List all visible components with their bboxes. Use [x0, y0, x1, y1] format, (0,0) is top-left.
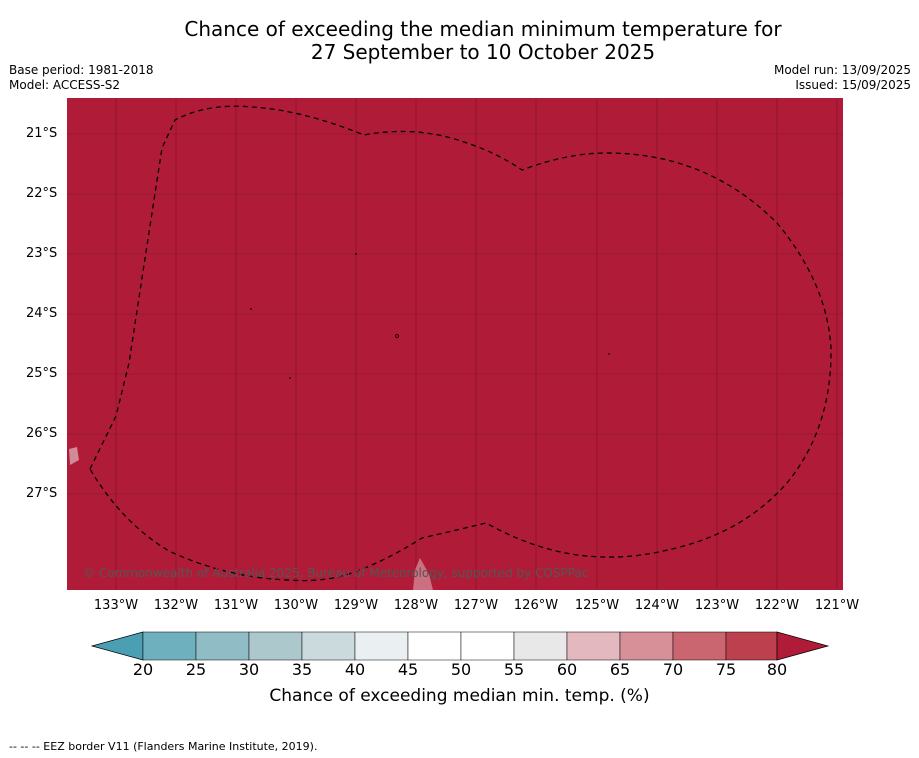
lon-label: 125°W: [574, 598, 620, 613]
colorbar-segment: [142, 631, 197, 661]
colorbar-tick: 50: [450, 660, 472, 679]
lat-label: 25°S: [26, 366, 58, 381]
colorbar-label: Chance of exceeding median min. temp. (%…: [269, 686, 650, 706]
model-run: Model run: 13/09/2025: [773, 63, 911, 77]
colorbar-tick: 70: [662, 660, 684, 679]
colorbar-segment: [248, 631, 303, 661]
lon-label: 128°W: [393, 598, 439, 613]
title-line-2: 27 September to 10 October 2025: [310, 40, 656, 64]
probability-fill: [67, 98, 843, 590]
colorbar-tick: 35: [291, 660, 313, 679]
lat-label: 22°S: [26, 186, 58, 201]
lat-label: 26°S: [26, 426, 58, 441]
chart-title: Chance of exceeding the median minimum t…: [0, 18, 919, 64]
colorbar-low-extend: [90, 631, 144, 661]
colorbar-segment: [301, 631, 356, 661]
island-dots: [250, 253, 610, 379]
lat-label: 21°S: [26, 126, 58, 141]
map-gridlines: [67, 98, 843, 590]
model-name: Model: ACCESS-S2: [9, 78, 121, 92]
colorbar-tick: 20: [132, 660, 154, 679]
colorbar-segment: [725, 631, 778, 661]
colorbar-segment: [672, 631, 727, 661]
meta-right: Model run: 13/09/2025 Issued: 15/09/2025: [774, 63, 911, 93]
colorbar: [90, 631, 830, 661]
light-patch-bottom: [413, 558, 433, 590]
base-period: Base period: 1981-2018: [9, 63, 154, 77]
lon-label: 126°W: [513, 598, 559, 613]
lon-label: 130°W: [273, 598, 319, 613]
colorbar-tick: 75: [715, 660, 737, 679]
colorbar-tick: 30: [238, 660, 260, 679]
colorbar-segment: [407, 631, 462, 661]
map-panel: © Commonwealth of Australia 2025, Bureau…: [67, 98, 843, 590]
lon-label: 132°W: [153, 598, 199, 613]
map-svg: [67, 98, 843, 590]
eez-border: [89, 105, 832, 582]
lon-label: 124°W: [634, 598, 680, 613]
colorbar-tick: 80: [766, 660, 788, 679]
issued-date: Issued: 15/09/2025: [795, 78, 911, 92]
light-patch-left: [69, 447, 79, 465]
lon-label: 133°W: [93, 598, 139, 613]
colorbar-segment: [619, 631, 674, 661]
colorbar-high-extend: [776, 631, 830, 661]
lon-label: 131°W: [213, 598, 259, 613]
lat-label: 23°S: [26, 246, 58, 261]
meta-left: Base period: 1981-2018 Model: ACCESS-S2: [9, 63, 154, 93]
lon-label: 122°W: [754, 598, 800, 613]
colorbar-segment: [566, 631, 621, 661]
title-line-1: Chance of exceeding the median minimum t…: [184, 17, 782, 41]
lon-label: 129°W: [333, 598, 379, 613]
colorbar-segment: [354, 631, 409, 661]
lon-label: 123°W: [694, 598, 740, 613]
colorbar-tick: 65: [609, 660, 631, 679]
lon-label: 127°W: [453, 598, 499, 613]
colorbar-tick: 60: [556, 660, 578, 679]
copyright-notice: © Commonwealth of Australia 2025, Bureau…: [83, 566, 589, 580]
colorbar-tick: 55: [503, 660, 525, 679]
lon-label: 121°W: [814, 598, 860, 613]
colorbar-tick: 45: [397, 660, 419, 679]
lat-label: 27°S: [26, 486, 58, 501]
colorbar-segment: [195, 631, 250, 661]
lat-label: 24°S: [26, 306, 58, 321]
colorbar-segment: [460, 631, 515, 661]
colorbar-tick: 40: [344, 660, 366, 679]
colorbar-tick: 25: [185, 660, 207, 679]
colorbar-segment: [513, 631, 568, 661]
eez-footnote: -- -- -- EEZ border V11 (Flanders Marine…: [9, 740, 318, 753]
